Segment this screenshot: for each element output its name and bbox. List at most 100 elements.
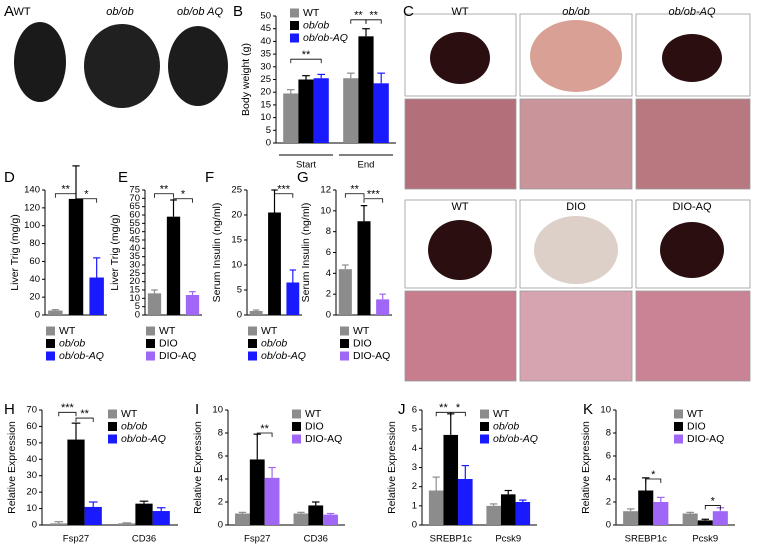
legend-swatch <box>674 409 683 419</box>
x-tick-label: Start <box>296 160 316 171</box>
legend-swatch <box>480 434 489 444</box>
y-tick-label: 4 <box>606 474 611 485</box>
y-tick-label: 0 <box>135 310 140 321</box>
legend-label: DIO-AQ <box>353 350 390 362</box>
bar <box>428 490 444 525</box>
y-tick-label: 5 <box>237 285 242 296</box>
significance-bracket <box>173 198 193 203</box>
legend-swatch <box>480 422 489 431</box>
bar <box>343 78 359 143</box>
legend-swatch <box>292 434 301 444</box>
y-tick-label: 140 <box>24 185 40 196</box>
legend-label: DIO <box>687 420 706 432</box>
bar <box>376 299 390 315</box>
legend-label: WT <box>303 7 320 19</box>
legend-label: ob/ob-AQ <box>121 433 166 445</box>
y-tick-label: 30 <box>129 260 140 271</box>
significance-label: * <box>84 189 89 201</box>
y-tick-label: 70 <box>129 193 140 204</box>
y-tick-label: 6 <box>606 451 611 462</box>
bar <box>623 511 639 525</box>
y-tick-label: 30 <box>26 470 37 481</box>
significance-label: ** <box>160 184 169 196</box>
significance-label: ** <box>350 184 359 196</box>
y-tick-label: 0 <box>326 310 331 321</box>
significance-label: ** <box>61 184 70 196</box>
legend-swatch <box>248 339 257 348</box>
y-tick-label: 10 <box>600 405 611 416</box>
legend-swatch <box>46 339 55 348</box>
bar <box>515 502 531 525</box>
x-tick-label: Fsp27 <box>244 534 270 545</box>
legend-label: ob/ob-AQ <box>261 350 306 362</box>
significance-label: *** <box>367 189 381 201</box>
bar <box>268 212 281 315</box>
bar <box>500 494 516 525</box>
y-tick-label: 10 <box>231 260 242 271</box>
legend-label: ob/ob <box>121 420 147 432</box>
legend-swatch <box>292 422 301 431</box>
bar <box>152 511 170 525</box>
y-tick-label: 8 <box>218 428 223 439</box>
panel-letter: G <box>297 169 309 186</box>
y-tick-label: 30 <box>260 61 271 72</box>
legend-label: DIO-AQ <box>305 433 342 445</box>
x-tick-label: CD36 <box>304 534 328 545</box>
x-tick-label: End <box>358 160 375 171</box>
bar <box>48 310 63 315</box>
significance-bracket <box>256 432 273 437</box>
y-tick-label: 60 <box>29 256 40 267</box>
legend-label: ob/ob <box>493 420 519 432</box>
legend-swatch <box>340 326 349 336</box>
significance-label: ** <box>369 10 378 22</box>
bar <box>147 293 162 315</box>
legend-swatch <box>674 422 683 431</box>
y-axis-title: Serum Insulin (ng/ml) <box>300 203 312 303</box>
bar <box>712 511 728 525</box>
legend-swatch <box>46 351 55 361</box>
y-tick-label: 5 <box>266 125 271 136</box>
bar <box>486 505 501 525</box>
legend-swatch <box>480 409 489 419</box>
y-tick-label: 5 <box>412 424 417 435</box>
bar <box>373 83 389 143</box>
y-tick-label: 10 <box>320 205 331 216</box>
y-axis-title: Serum Insulin (ng/ml) <box>211 203 223 303</box>
legend-swatch <box>146 339 155 348</box>
legend-label: ob/ob <box>261 337 287 349</box>
significance-label: *** <box>61 402 75 414</box>
significance-label: ** <box>80 408 89 420</box>
y-tick-label: 20 <box>231 210 242 221</box>
bar <box>308 505 324 525</box>
legend-swatch <box>248 351 257 361</box>
y-tick-label: 0 <box>32 520 37 531</box>
bar <box>118 523 136 525</box>
panel-letter: H <box>4 401 15 418</box>
bar <box>653 502 669 525</box>
y-tick-label: 0 <box>218 520 223 531</box>
y-tick-label: 15 <box>260 99 271 110</box>
y-tick-label: 1 <box>412 500 417 511</box>
y-tick-label: 45 <box>129 235 140 246</box>
legend-swatch <box>248 326 257 336</box>
y-tick-label: 25 <box>129 268 140 279</box>
y-tick-label: 10 <box>212 405 223 416</box>
legend-swatch <box>340 351 349 361</box>
legend-swatch <box>108 422 117 431</box>
legend-swatch <box>674 434 683 444</box>
panel-letter: K <box>583 401 593 418</box>
panel-letter: J <box>398 401 406 418</box>
y-tick-label: 60 <box>129 210 140 221</box>
legend-label: DIO-AQ <box>159 350 196 362</box>
x-tick-label: Fsp27 <box>63 534 89 545</box>
y-tick-label: 10 <box>26 503 37 514</box>
y-tick-label: 4 <box>412 443 417 454</box>
y-tick-label: 0 <box>606 520 611 531</box>
y-tick-label: 15 <box>129 285 140 296</box>
y-tick-label: 2 <box>606 497 611 508</box>
legend-label: WT <box>305 408 322 420</box>
y-axis-title: Liver Trig (mg/g) <box>109 214 121 290</box>
y-tick-label: 3 <box>412 462 417 473</box>
y-tick-label: 40 <box>129 243 140 254</box>
significance-label: * <box>651 469 656 481</box>
